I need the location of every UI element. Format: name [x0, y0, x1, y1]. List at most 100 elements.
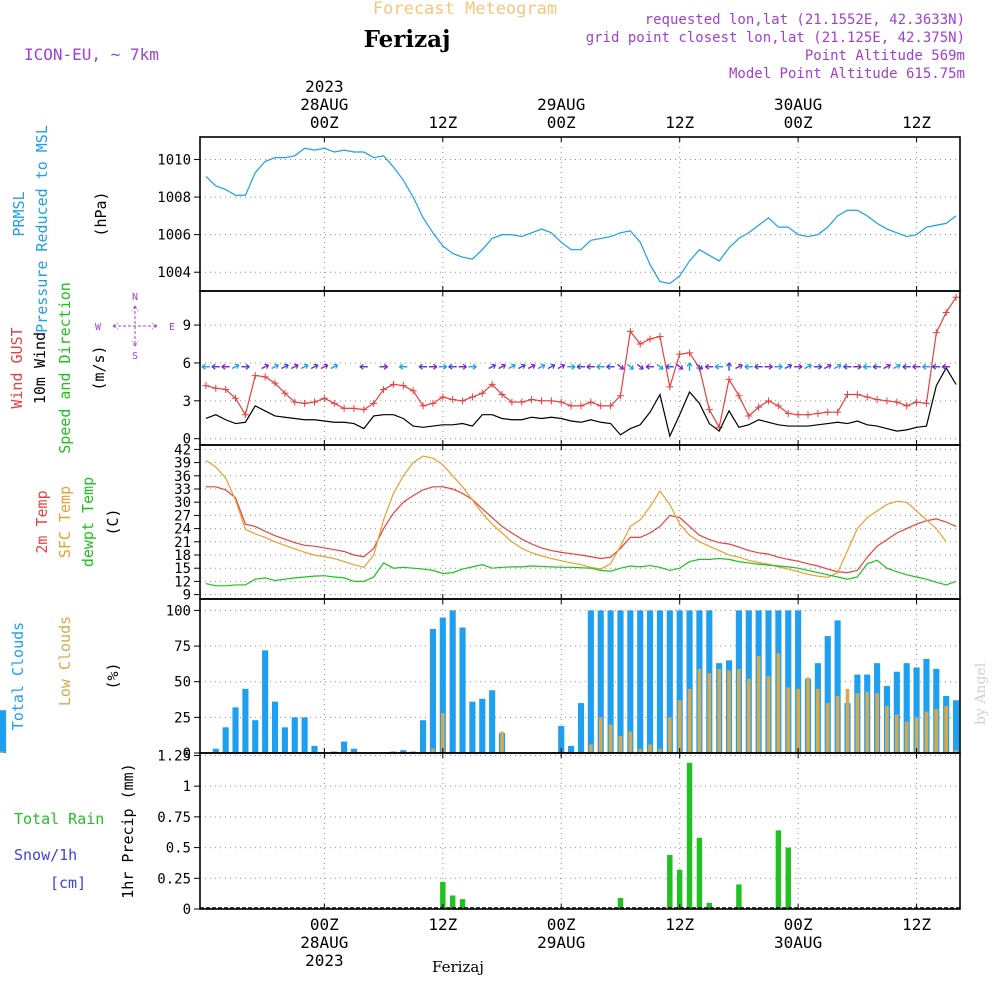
wind-arrow-head [313, 363, 319, 369]
wind-arrow [508, 364, 516, 370]
axis-label-2m-temp: 2m Temp [33, 490, 51, 553]
wind-arrow [488, 364, 496, 370]
top-time-label: 12Z [665, 113, 694, 132]
compass-icon: N S W E [95, 292, 175, 362]
bar-low-clouds [667, 717, 672, 753]
bar-low-clouds [500, 731, 504, 753]
bar-rain [617, 897, 624, 909]
bottom-time-label: 12Z [428, 915, 457, 934]
gust-marker [330, 399, 338, 407]
bar-low-clouds [756, 656, 761, 753]
y-tick-label: 1008 [157, 190, 191, 206]
wind-arrow-head [726, 362, 733, 367]
product-title: Forecast Meteogram [373, 0, 557, 19]
bar-total-clouds [676, 610, 683, 753]
wind-arrow-head [596, 363, 601, 370]
gust-marker [232, 394, 240, 402]
location-title: Ferizaj [364, 26, 451, 53]
bar-low-clouds [677, 700, 682, 753]
footer-location: Ferizaj [432, 958, 484, 976]
top-time-label: 12Z [902, 113, 931, 132]
wind-arrow [784, 364, 792, 370]
wind-arrow-head [333, 363, 339, 369]
bar-total-clouds [647, 610, 654, 753]
compass-s: S [132, 351, 138, 362]
panel-clouds: 0 25 50 75 100 Total Clouds Low Clouds (%) [0, 598, 961, 762]
wind-arrow [498, 364, 506, 370]
compass-w: W [95, 322, 102, 333]
gust-marker [429, 399, 437, 407]
gust-marker [508, 398, 516, 406]
gust-marker [488, 380, 496, 388]
bar-low-clouds [598, 717, 603, 753]
wind-arrow-head [629, 364, 634, 370]
bar-total-clouds [271, 701, 279, 753]
bar-low-clouds [825, 703, 830, 753]
bar-low-clouds [954, 750, 958, 753]
wind-arrow-head [530, 363, 536, 369]
y-tick-label: 3 [183, 394, 191, 410]
wind-arrow [557, 364, 565, 370]
bar-low-clouds [934, 708, 939, 753]
wind-arrow-head [284, 363, 289, 369]
bar-low-clouds [628, 731, 633, 753]
bar-total-clouds [212, 748, 219, 753]
gust-marker [518, 398, 526, 406]
wind-arrow-head [807, 363, 812, 369]
bar-rain [667, 854, 673, 909]
bar-total-clouds [291, 717, 298, 753]
bar-total-clouds [785, 610, 792, 753]
gust-marker [528, 396, 536, 404]
wind-arrow-head [665, 363, 670, 370]
wind-arrow-head [768, 363, 773, 370]
axis-label-low-clouds: Low Clouds [56, 616, 74, 706]
bar-total-clouds [666, 610, 673, 753]
gust-marker [804, 411, 812, 419]
bottom-time-label: 12Z [902, 915, 931, 934]
gust-marker [656, 332, 664, 340]
bar-total-clouds [341, 741, 348, 753]
gust-marker [774, 402, 782, 410]
bar-rain [775, 830, 782, 909]
y-tick-label: 6 [183, 356, 191, 372]
y-tick-label: 42 [174, 442, 191, 458]
gust-marker [863, 393, 871, 401]
wind-arrow-head [462, 363, 467, 370]
y-tick-label: 0 [183, 432, 191, 448]
bar-low-clouds [875, 693, 879, 753]
wind-arrow [695, 363, 703, 370]
gust-marker [893, 398, 901, 406]
gust-marker [202, 382, 210, 390]
bar-low-clouds [717, 668, 722, 753]
bottom-time-label: 00Z [547, 915, 576, 934]
axis-unit: (m/s) [90, 345, 108, 390]
wind-arrow-head [433, 363, 438, 370]
bar-low-clouds [746, 678, 751, 753]
wind-arrow-head [264, 363, 270, 369]
wind-arrow-head [550, 363, 556, 369]
gust-marker [922, 399, 930, 407]
y-tick-label: 0.75 [157, 810, 191, 826]
bottom-time-label: 2023 [305, 951, 344, 970]
bar-low-clouds [618, 735, 623, 753]
gust-marker [301, 399, 309, 407]
bar-low-clouds [904, 721, 909, 753]
axis-label-prmsl: PRMSL [10, 191, 28, 236]
gust-marker [952, 293, 960, 301]
point-altitude: Point Altitude 569m [805, 48, 965, 64]
wind-arrow [231, 364, 240, 370]
gust-marker [725, 375, 733, 383]
bar-low-clouds [727, 670, 731, 753]
axis-label-wind: 10m Wind [31, 332, 49, 404]
bar-low-clouds [608, 724, 613, 753]
gust-marker [251, 372, 259, 380]
wind-arrow-head [658, 364, 664, 370]
wind-arrow-head [931, 363, 937, 370]
gust-marker [587, 398, 595, 406]
gust-marker [478, 389, 486, 397]
y-tick-label: 39 [174, 456, 191, 472]
y-tick-label: 75 [174, 639, 191, 655]
requested-point: requested lon,lat (21.1552E, 42.3633N) [645, 12, 965, 28]
bar-rain [785, 847, 791, 909]
